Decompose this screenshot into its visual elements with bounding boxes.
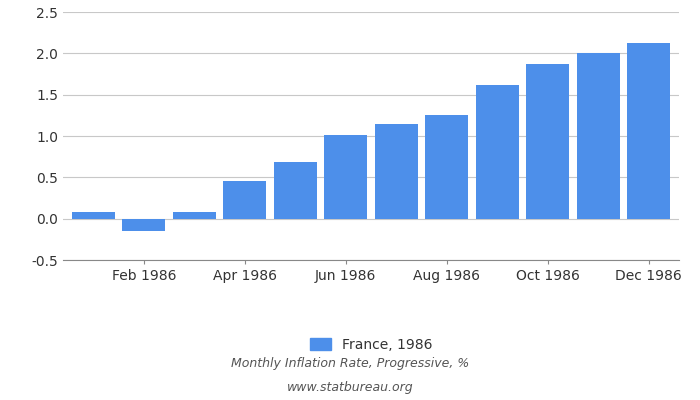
- Bar: [173, 212, 216, 219]
- Bar: [223, 182, 266, 219]
- Bar: [324, 135, 368, 219]
- Bar: [122, 219, 165, 231]
- Bar: [476, 85, 519, 219]
- Bar: [577, 52, 620, 219]
- Bar: [274, 162, 316, 219]
- Bar: [526, 64, 569, 219]
- Text: Monthly Inflation Rate, Progressive, %: Monthly Inflation Rate, Progressive, %: [231, 358, 469, 370]
- Bar: [627, 42, 670, 219]
- Text: www.statbureau.org: www.statbureau.org: [287, 382, 413, 394]
- Legend: France, 1986: France, 1986: [304, 332, 438, 357]
- Bar: [374, 124, 418, 219]
- Bar: [426, 114, 468, 219]
- Bar: [72, 212, 115, 219]
